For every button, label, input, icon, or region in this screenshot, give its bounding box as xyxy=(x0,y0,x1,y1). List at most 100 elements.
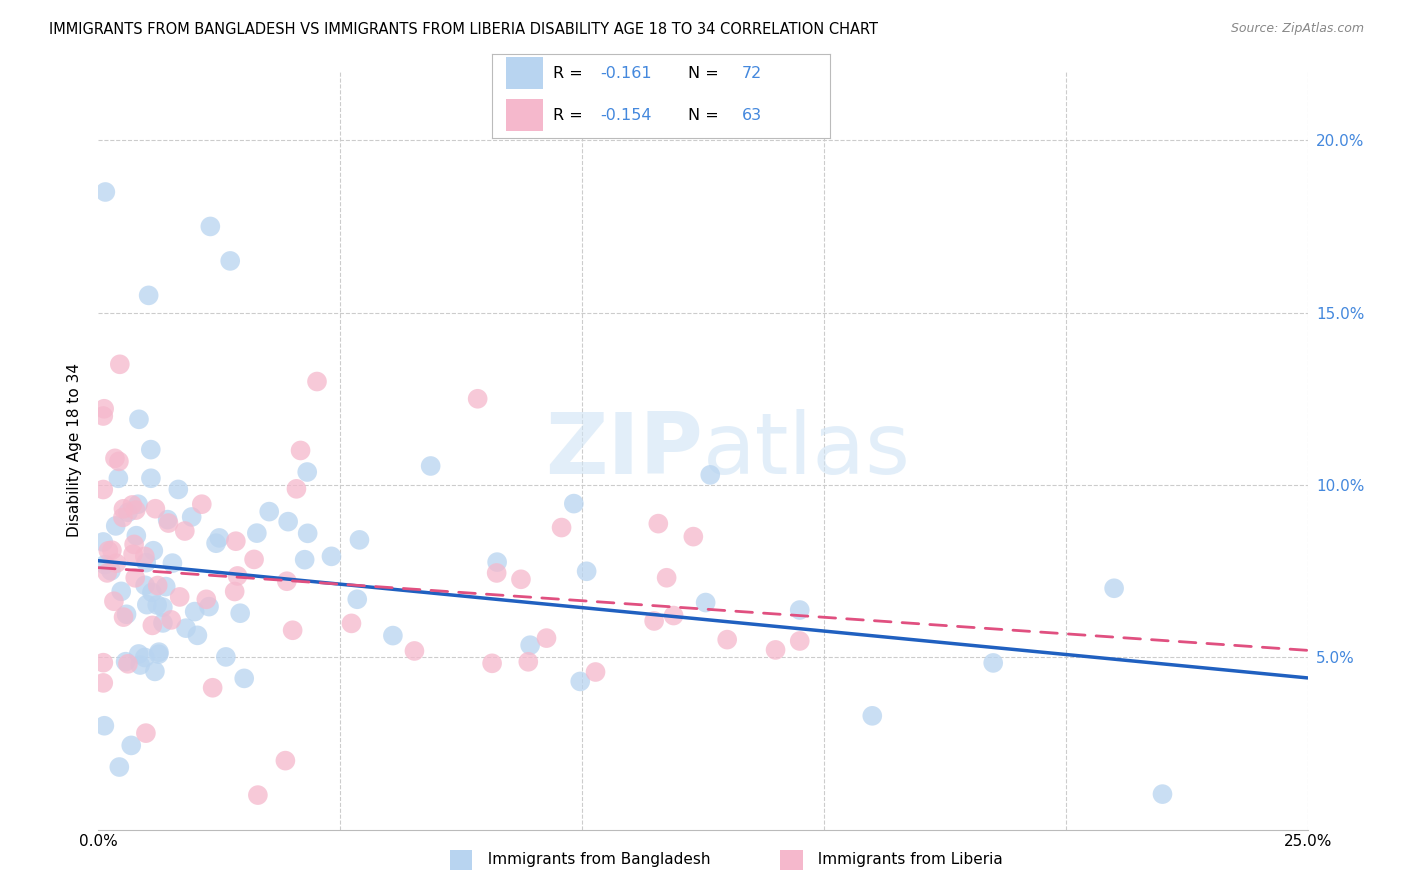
Point xyxy=(155,580,177,594)
Point xyxy=(536,631,558,645)
Point xyxy=(562,497,585,511)
Text: 63: 63 xyxy=(742,108,762,123)
Point xyxy=(173,524,195,538)
Point xyxy=(152,615,174,630)
Point xyxy=(655,571,678,585)
Point xyxy=(467,392,489,406)
Point xyxy=(274,754,297,768)
Point xyxy=(135,556,157,570)
Text: -0.154: -0.154 xyxy=(600,108,651,123)
Point xyxy=(517,655,540,669)
Point xyxy=(115,607,138,622)
Point xyxy=(108,760,131,774)
Point xyxy=(105,556,128,570)
Point xyxy=(716,632,738,647)
Point xyxy=(97,543,120,558)
Text: Immigrants from Bangladesh: Immigrants from Bangladesh xyxy=(478,853,710,867)
Point xyxy=(647,516,669,531)
Point xyxy=(225,534,247,549)
Point xyxy=(143,665,166,679)
Point xyxy=(257,505,280,519)
Point xyxy=(224,584,246,599)
Point xyxy=(146,578,169,592)
Point xyxy=(139,442,162,457)
Point xyxy=(346,592,368,607)
Point xyxy=(127,497,149,511)
Point xyxy=(94,558,117,572)
Text: Immigrants from Liberia: Immigrants from Liberia xyxy=(808,853,1004,867)
Point xyxy=(93,656,115,670)
Point xyxy=(145,501,167,516)
Point xyxy=(180,510,202,524)
Text: Source: ZipAtlas.com: Source: ZipAtlas.com xyxy=(1230,22,1364,36)
Point xyxy=(141,618,163,632)
Point xyxy=(91,409,114,423)
Point xyxy=(321,549,343,564)
Text: R =: R = xyxy=(553,108,588,123)
Point xyxy=(519,638,541,652)
Point xyxy=(122,537,145,551)
Point xyxy=(246,788,269,802)
Point xyxy=(1152,787,1174,801)
Point xyxy=(107,471,129,485)
Point xyxy=(169,590,191,604)
Point xyxy=(585,665,607,679)
Point xyxy=(765,643,787,657)
Point xyxy=(789,603,811,617)
Point xyxy=(141,585,163,599)
Point xyxy=(156,513,179,527)
Point xyxy=(276,574,298,589)
Point xyxy=(148,647,170,661)
Point xyxy=(294,552,316,566)
Bar xyxy=(506,99,543,131)
Text: 72: 72 xyxy=(742,65,762,80)
Point xyxy=(297,526,319,541)
Point xyxy=(305,375,328,389)
Point xyxy=(160,613,183,627)
Point xyxy=(124,571,146,585)
Point xyxy=(643,614,665,628)
Point xyxy=(486,555,509,569)
Point xyxy=(860,708,883,723)
Point xyxy=(134,650,156,665)
Point xyxy=(981,656,1004,670)
Point xyxy=(183,605,205,619)
Point xyxy=(125,503,148,517)
Point xyxy=(117,657,139,671)
Point xyxy=(108,357,131,371)
Point xyxy=(381,629,404,643)
Text: N =: N = xyxy=(688,65,724,80)
Point xyxy=(349,533,371,547)
Y-axis label: Disability Age 18 to 34: Disability Age 18 to 34 xyxy=(67,363,83,538)
Point xyxy=(215,649,238,664)
Text: -0.161: -0.161 xyxy=(600,65,652,80)
Text: IMMIGRANTS FROM BANGLADESH VS IMMIGRANTS FROM LIBERIA DISABILITY AGE 18 TO 34 CO: IMMIGRANTS FROM BANGLADESH VS IMMIGRANTS… xyxy=(49,22,879,37)
Point xyxy=(682,530,704,544)
Point xyxy=(1102,581,1125,595)
Point xyxy=(96,566,118,580)
Point xyxy=(195,592,218,607)
Point xyxy=(205,536,228,550)
Point xyxy=(699,467,721,482)
Point xyxy=(146,598,169,612)
Point xyxy=(117,505,139,519)
Point xyxy=(93,719,115,733)
Point xyxy=(208,531,231,545)
Point xyxy=(114,655,136,669)
Point xyxy=(101,543,124,558)
Point xyxy=(104,451,127,466)
Point xyxy=(485,566,508,580)
Point xyxy=(122,547,145,561)
Point xyxy=(135,598,157,612)
Point xyxy=(419,458,441,473)
Point xyxy=(134,578,156,592)
Point xyxy=(297,465,319,479)
Point xyxy=(233,672,256,686)
Point xyxy=(111,510,134,524)
Point xyxy=(91,676,114,690)
Point xyxy=(134,549,156,564)
Point xyxy=(246,526,269,541)
Point xyxy=(120,739,142,753)
Text: atlas: atlas xyxy=(703,409,911,492)
Point xyxy=(103,594,125,608)
